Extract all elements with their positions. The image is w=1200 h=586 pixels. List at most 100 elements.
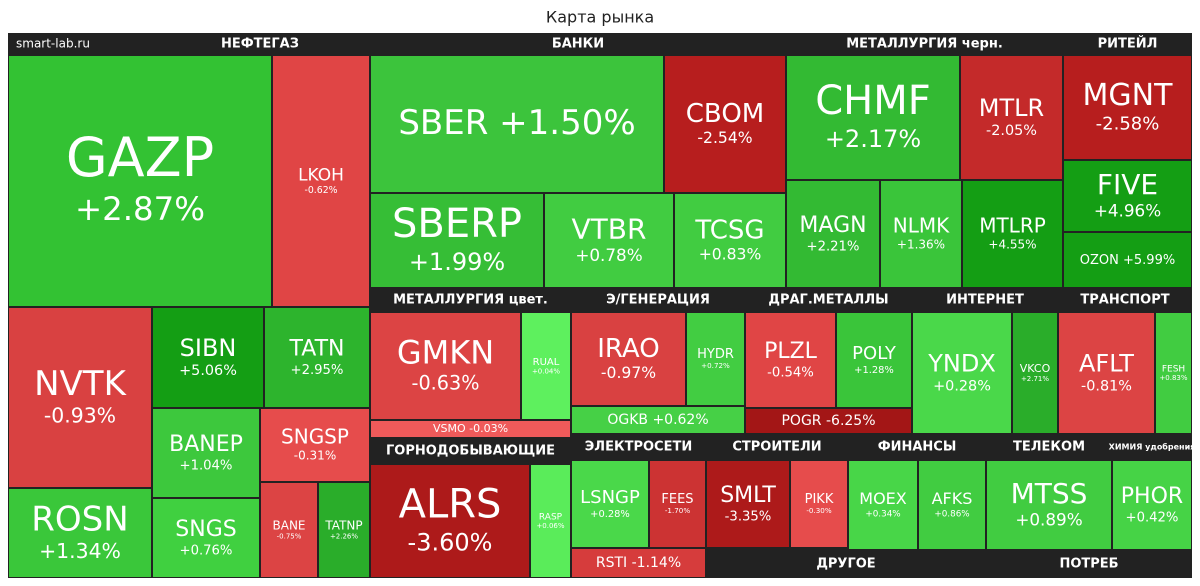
change: +2.95% bbox=[291, 363, 344, 378]
ticker: MOEX bbox=[859, 489, 907, 508]
ticker: AFLT bbox=[1079, 349, 1134, 377]
ticker: VKCO bbox=[1020, 362, 1051, 375]
tile bbox=[1063, 55, 1192, 160]
ticker: TATNP bbox=[324, 518, 362, 532]
ticker: FESH bbox=[1162, 364, 1185, 374]
ticker: POLY bbox=[852, 343, 897, 364]
tile bbox=[912, 312, 1012, 434]
tile-label: SBER +1.50% bbox=[398, 103, 635, 143]
tile-label: RSTI -1.14% bbox=[596, 555, 681, 571]
change: +0.86% bbox=[934, 509, 969, 519]
sector-header: БАНКИ bbox=[552, 37, 604, 52]
ticker: SBER bbox=[398, 103, 488, 143]
tile bbox=[918, 460, 986, 550]
change: +1.28% bbox=[854, 365, 894, 376]
change: +1.50% bbox=[499, 103, 636, 143]
sector-header: МЕТАЛЛУРГИЯ цвет. bbox=[393, 293, 548, 308]
tile bbox=[664, 55, 786, 193]
change: +2.87% bbox=[75, 190, 205, 228]
ticker: GAZP bbox=[66, 126, 214, 189]
change: -2.05% bbox=[986, 123, 1037, 139]
tile bbox=[152, 307, 264, 408]
ticker: NVTK bbox=[34, 364, 127, 404]
tile bbox=[745, 408, 912, 434]
change: +2.21% bbox=[807, 239, 860, 254]
change: +1.34% bbox=[39, 539, 121, 563]
tile bbox=[1063, 232, 1192, 288]
ticker: RSTI bbox=[596, 555, 627, 571]
change: +2.71% bbox=[1021, 375, 1049, 383]
tile bbox=[790, 460, 848, 548]
tile bbox=[1155, 312, 1192, 434]
change: +0.34% bbox=[865, 509, 900, 519]
tile bbox=[960, 55, 1063, 180]
ticker: LKOH bbox=[298, 165, 344, 185]
ticker: ALRS bbox=[399, 482, 502, 528]
sector-header: СТРОИТЕЛИ bbox=[732, 440, 821, 455]
change: +1.99% bbox=[409, 248, 505, 276]
change: -6.25% bbox=[826, 413, 876, 429]
tile bbox=[571, 548, 706, 578]
change: +0.89% bbox=[1015, 510, 1082, 530]
tile-label: OGKB +0.62% bbox=[607, 412, 708, 428]
tile bbox=[370, 464, 530, 578]
tile bbox=[786, 180, 880, 288]
change: -0.75% bbox=[277, 533, 302, 541]
ticker: SNGSP bbox=[281, 424, 349, 448]
tile bbox=[370, 55, 664, 193]
tile bbox=[521, 312, 571, 420]
sector-header: ТЕЛЕКОМ bbox=[1013, 440, 1085, 455]
tile bbox=[8, 55, 272, 307]
change: -0.30% bbox=[806, 506, 831, 515]
change: -0.63% bbox=[412, 371, 480, 394]
tile bbox=[1012, 312, 1058, 434]
sector-header: Э/ГЕНЕРАЦИЯ bbox=[606, 293, 710, 308]
sector-header: ИНТЕРНЕТ bbox=[946, 293, 1024, 308]
tile-label: OZON +5.99% bbox=[1080, 253, 1175, 268]
change: +0.72% bbox=[701, 361, 730, 370]
tile bbox=[962, 180, 1063, 288]
change: +0.06% bbox=[536, 522, 564, 530]
ticker: NLMK bbox=[893, 213, 950, 237]
ticker: YNDX bbox=[927, 349, 996, 377]
tile bbox=[264, 307, 370, 408]
ticker: BANE bbox=[273, 518, 306, 532]
tile bbox=[318, 482, 370, 578]
ticker: VSMO bbox=[433, 422, 466, 435]
tile bbox=[836, 312, 912, 408]
tile bbox=[571, 312, 686, 406]
change: -0.81% bbox=[1081, 378, 1132, 394]
change: -0.03% bbox=[469, 422, 508, 435]
sector-header: ЭЛЕКТРОСЕТИ bbox=[585, 440, 692, 455]
tile bbox=[370, 312, 521, 420]
change: +0.42% bbox=[1126, 510, 1179, 525]
ticker: BANEP bbox=[169, 432, 243, 457]
change: +0.83% bbox=[1159, 374, 1187, 382]
change: -3.35% bbox=[725, 509, 772, 524]
tile bbox=[1058, 312, 1155, 434]
ticker: ROSN bbox=[31, 499, 128, 539]
ticker: SBERP bbox=[392, 201, 522, 247]
tile bbox=[1063, 160, 1192, 232]
sector-header: ДРАГ.МЕТАЛЛЫ bbox=[768, 293, 888, 308]
tile bbox=[880, 180, 962, 288]
ticker: GMKN bbox=[397, 333, 494, 371]
tile bbox=[8, 307, 152, 488]
tile-label: VSMO -0.03% bbox=[433, 422, 508, 435]
ticker: OZON bbox=[1080, 253, 1119, 268]
sector-header: ФИНАНСЫ bbox=[878, 440, 957, 455]
change: +1.36% bbox=[897, 238, 945, 252]
change: -2.58% bbox=[1096, 113, 1160, 134]
tile bbox=[370, 420, 571, 438]
title: Карта рынка bbox=[546, 8, 654, 27]
change: +0.83% bbox=[699, 246, 762, 264]
change: -0.93% bbox=[44, 404, 116, 428]
ticker: OGKB bbox=[607, 412, 648, 428]
change: -0.97% bbox=[601, 364, 656, 382]
ticker: HYDR bbox=[697, 347, 734, 362]
ticker: SIBN bbox=[180, 334, 237, 362]
ticker: PLZL bbox=[764, 339, 818, 364]
tile bbox=[152, 498, 260, 578]
ticker: CBOM bbox=[686, 99, 764, 129]
tile bbox=[544, 193, 674, 288]
